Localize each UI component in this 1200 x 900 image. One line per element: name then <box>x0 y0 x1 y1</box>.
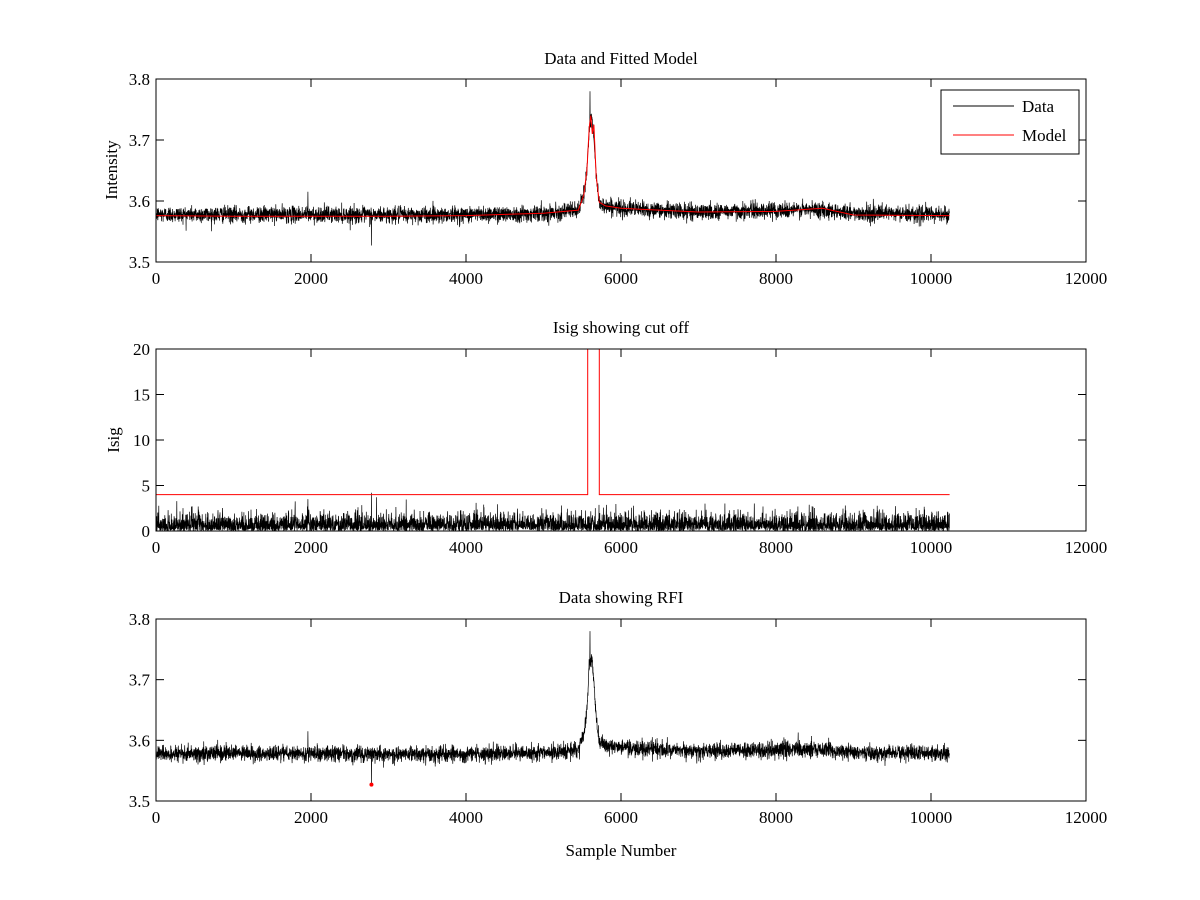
x-tick-label: 10000 <box>910 808 953 827</box>
panel-data-and-fitted-model: Data and Fitted Model Intensity 0 2000 400… <box>102 49 1107 288</box>
plot-area <box>156 91 950 246</box>
series-line-isig <box>156 492 950 531</box>
x-tick-label: 4000 <box>449 538 483 557</box>
legend: Data Model <box>940 89 1080 155</box>
x-axis-label: Sample Number <box>566 841 677 860</box>
x-tick-label: 12000 <box>1065 269 1108 288</box>
x-tick-label: 12000 <box>1065 538 1108 557</box>
plot-title: Data and Fitted Model <box>544 49 698 68</box>
x-tick-label: 10000 <box>910 538 953 557</box>
y-tick-label: 3.7 <box>129 131 151 150</box>
y-tick-label: 3.8 <box>129 610 150 629</box>
y-tick-label: 10 <box>133 431 150 450</box>
legend-label-data: Data <box>1022 97 1055 116</box>
x-tick-label: 2000 <box>294 538 328 557</box>
y-tick-label: 15 <box>133 386 150 405</box>
x-tick-label: 10000 <box>910 269 953 288</box>
x-tick-label: 2000 <box>294 808 328 827</box>
x-tick-label: 6000 <box>604 538 638 557</box>
y-axis-label: Intensity <box>102 140 121 200</box>
x-tick-label: 8000 <box>759 269 793 288</box>
legend-label-model: Model <box>1022 126 1067 145</box>
y-tick-label: 20 <box>133 340 150 359</box>
y-tick-label: 0 <box>142 522 151 541</box>
panel-data-showing-rfi: Data showing RFI Sample Number 0 2000 4000… <box>129 588 1108 860</box>
x-tick-label: 8000 <box>759 808 793 827</box>
y-axis-label: Isig <box>104 427 123 453</box>
plot-title: Isig showing cut off <box>553 318 689 337</box>
x-tick-label: 12000 <box>1065 808 1108 827</box>
x-tick-label: 4000 <box>449 269 483 288</box>
y-tick-label: 3.7 <box>129 671 151 690</box>
legend-box <box>940 89 1080 155</box>
y-tick-label: 3.5 <box>129 253 150 272</box>
x-tick-label: 4000 <box>449 808 483 827</box>
x-tick-label: 0 <box>152 269 161 288</box>
y-tick-label: 3.5 <box>129 792 150 811</box>
plot-title: Data showing RFI <box>559 588 684 607</box>
y-tick-label: 3.8 <box>129 70 150 89</box>
y-tick-label: 3.6 <box>129 192 150 211</box>
y-tick-label: 5 <box>142 477 151 496</box>
x-tick-label: 6000 <box>604 808 638 827</box>
y-tick-label: 3.6 <box>129 731 150 750</box>
plot-area <box>156 349 950 531</box>
x-tick-label: 0 <box>152 538 161 557</box>
series-line-data <box>156 631 950 785</box>
x-tick-label: 0 <box>152 808 161 827</box>
series-line-model <box>156 115 950 217</box>
panel-isig-showing-cut-off: Isig showing cut off Isig 0 2000 4000 6000 8… <box>104 318 1107 557</box>
rfi-marker <box>369 782 374 787</box>
plot-area <box>156 631 950 787</box>
series-line-cut-off <box>156 349 950 496</box>
x-tick-label: 8000 <box>759 538 793 557</box>
x-tick-label: 6000 <box>604 269 638 288</box>
x-tick-label: 2000 <box>294 269 328 288</box>
